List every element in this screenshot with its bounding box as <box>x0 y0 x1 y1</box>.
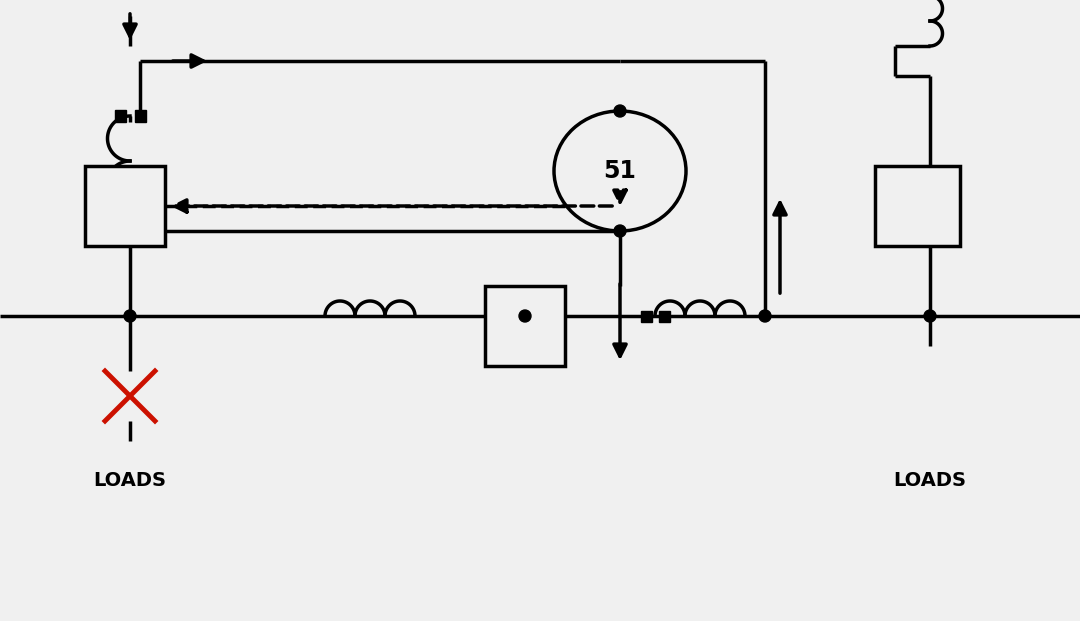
Text: LOADS: LOADS <box>893 471 967 490</box>
Text: LOADS: LOADS <box>94 471 166 490</box>
Bar <box>135 111 146 122</box>
Bar <box>114 111 125 122</box>
Text: 51: 51 <box>604 159 636 183</box>
Circle shape <box>124 310 136 322</box>
Bar <box>659 310 670 322</box>
Circle shape <box>519 310 531 322</box>
Circle shape <box>615 105 626 117</box>
Circle shape <box>924 310 936 322</box>
Bar <box>485 286 565 366</box>
Ellipse shape <box>554 111 686 231</box>
Bar <box>640 310 651 322</box>
Circle shape <box>615 225 626 237</box>
Bar <box>875 166 960 246</box>
Bar <box>85 166 165 246</box>
Circle shape <box>759 310 771 322</box>
